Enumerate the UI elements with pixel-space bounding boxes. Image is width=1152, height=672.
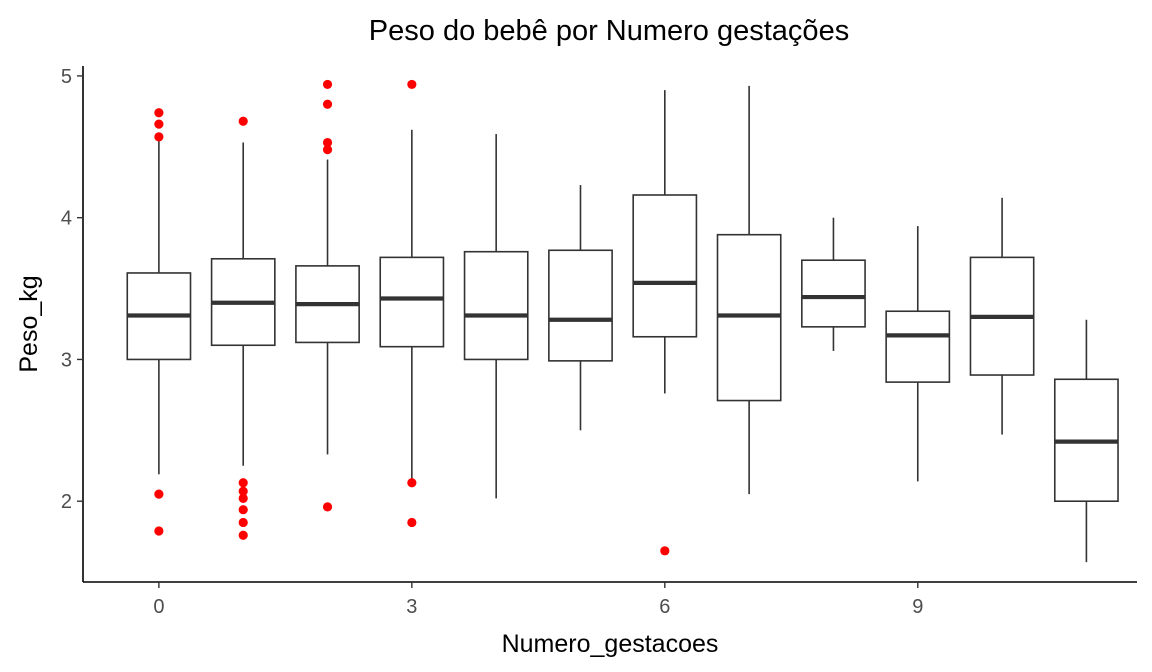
box-group-1 bbox=[210, 116, 276, 540]
outlier-point bbox=[238, 493, 248, 503]
outlier-point bbox=[154, 132, 164, 142]
x-tick-label: 3 bbox=[406, 596, 417, 618]
outlier-point bbox=[322, 502, 333, 512]
outlier-point bbox=[407, 517, 417, 528]
box-group-10 bbox=[969, 197, 1035, 435]
outlier-point bbox=[322, 145, 333, 155]
x-tick-label: 9 bbox=[912, 596, 923, 618]
y-tick-label: 5 bbox=[61, 66, 72, 88]
box-group-3 bbox=[379, 79, 445, 528]
outlier-point bbox=[238, 486, 248, 496]
y-axis-ticks: 2 3 4 5 bbox=[61, 66, 83, 513]
box bbox=[379, 256, 445, 348]
outlier-point bbox=[660, 546, 670, 556]
outlier-point bbox=[238, 478, 248, 488]
box bbox=[463, 250, 529, 361]
outlier-point bbox=[407, 79, 417, 90]
y-axis-title: Peso_kg bbox=[15, 275, 43, 372]
chart-title: Peso do bebê por Numero gestações bbox=[369, 15, 849, 47]
box-group-11 bbox=[1053, 319, 1119, 563]
outlier-point bbox=[238, 517, 248, 528]
outlier-point bbox=[154, 489, 164, 499]
plot-area bbox=[126, 79, 1119, 563]
box bbox=[885, 310, 951, 383]
outlier-point bbox=[407, 478, 417, 488]
outlier-point bbox=[322, 79, 333, 90]
outlier-point bbox=[154, 119, 164, 129]
box-group-2 bbox=[295, 79, 360, 512]
x-axis-title: Numero_gestacoes bbox=[502, 630, 719, 658]
box bbox=[801, 259, 866, 328]
outlier-point bbox=[322, 137, 333, 148]
box-group-0 bbox=[126, 108, 192, 536]
box-group-4 bbox=[463, 134, 529, 499]
x-axis-ticks: 0 3 6 9 bbox=[153, 582, 923, 618]
y-tick-label: 3 bbox=[61, 349, 72, 371]
outlier-point bbox=[238, 530, 248, 540]
box bbox=[632, 194, 698, 338]
box-group-9 bbox=[885, 226, 951, 482]
box bbox=[716, 233, 782, 402]
outlier-point bbox=[322, 99, 333, 109]
y-tick-label: 2 bbox=[61, 491, 72, 513]
box-group-6 bbox=[632, 90, 698, 556]
y-tick-label: 4 bbox=[61, 208, 72, 230]
box-group-7 bbox=[716, 85, 782, 495]
outlier-point bbox=[238, 116, 248, 126]
box bbox=[548, 249, 613, 362]
outlier-point bbox=[154, 526, 164, 536]
box-group-8 bbox=[801, 217, 866, 351]
box-group-5 bbox=[548, 185, 613, 431]
outlier-point bbox=[154, 108, 164, 118]
x-tick-label: 0 bbox=[153, 596, 164, 618]
x-tick-label: 6 bbox=[659, 596, 670, 618]
outlier-point bbox=[238, 505, 248, 515]
